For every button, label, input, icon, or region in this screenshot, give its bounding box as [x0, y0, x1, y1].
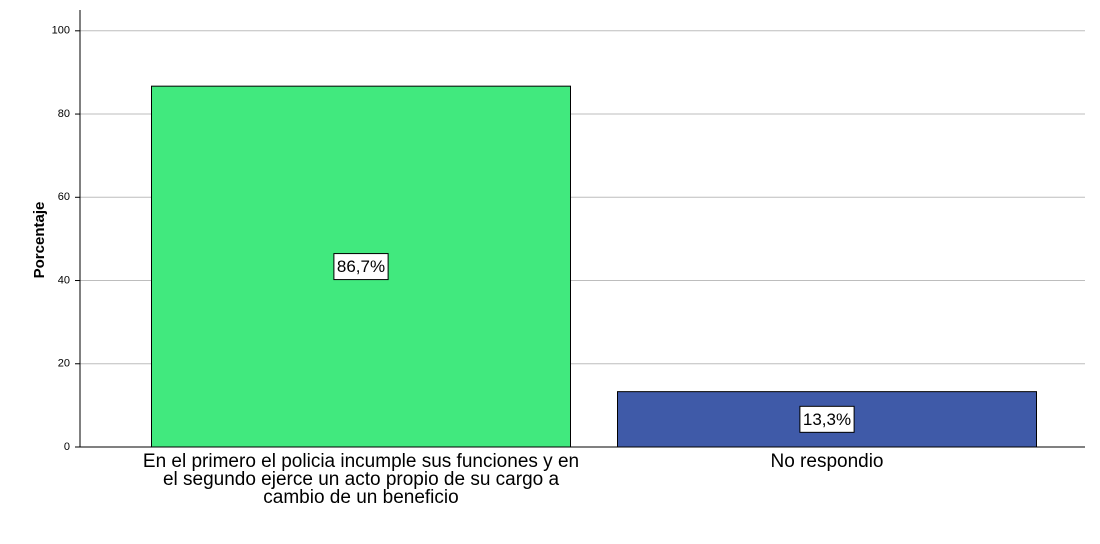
x-tick-label: En el primero el policia incumple sus fu… — [142, 451, 580, 508]
value-label: 86,7% — [337, 257, 385, 276]
value-label-box — [799, 405, 855, 433]
y-tick-label: 60 — [58, 191, 70, 203]
y-tick-label: 20 — [58, 358, 70, 370]
value-label: 13,3% — [803, 410, 851, 429]
x-tick-label: No respondio — [770, 451, 884, 472]
y-axis-label: Porcentaje — [31, 202, 48, 279]
y-tick-label: 0 — [64, 441, 70, 453]
y-tick-label: 100 — [52, 25, 70, 37]
y-tick-label: 80 — [58, 108, 70, 120]
y-tick-label: 40 — [58, 274, 70, 286]
value-label-box — [333, 253, 389, 281]
